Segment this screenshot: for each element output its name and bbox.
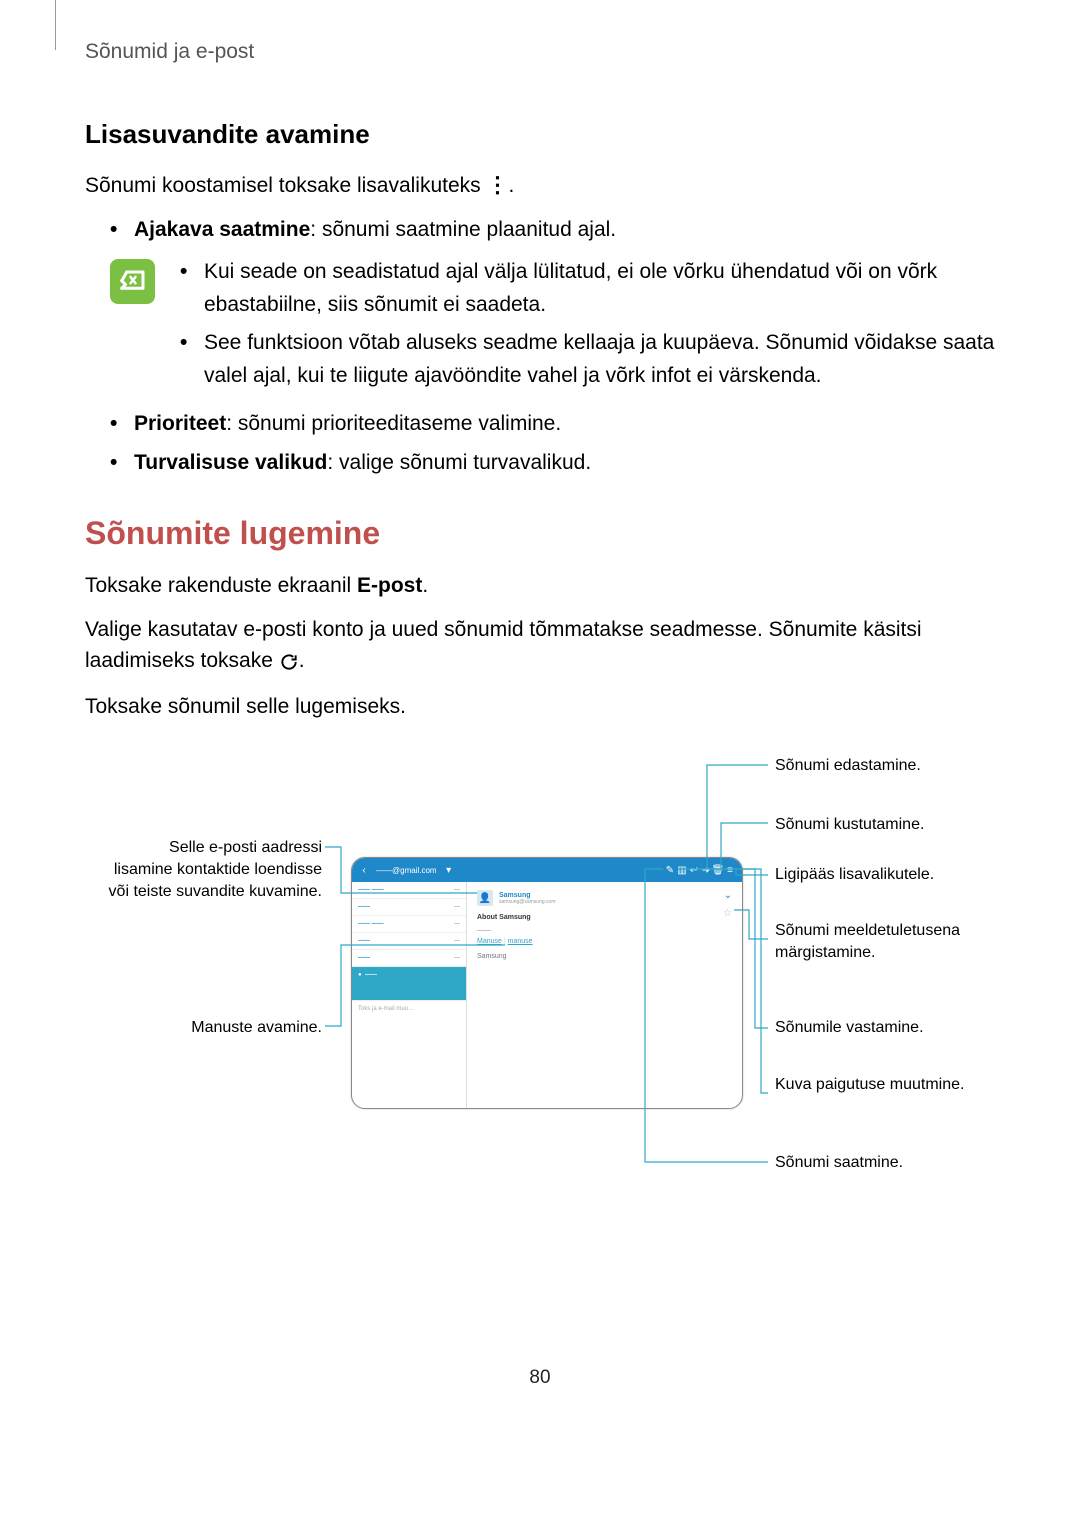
bullet-priority-text: : sõnumi prioriteeditaseme valimine. bbox=[226, 412, 561, 435]
p2-after: . bbox=[299, 649, 305, 672]
mail-row: —— ——— bbox=[352, 882, 466, 899]
reply-icon: ↩ bbox=[688, 864, 700, 876]
mail-list-footer: Toks ja e-mail muu… bbox=[352, 1001, 466, 1017]
star-icon: ☆ bbox=[723, 908, 732, 919]
attachment-link: Manuse bbox=[477, 938, 502, 945]
section2-heading: Sõnumite lugemine bbox=[85, 515, 995, 552]
callout-more-options: Ligipääs lisavalikutele. bbox=[775, 864, 1005, 886]
device-mockup: ‹ ——@gmail.com ▾ ✎ ▥ ↩ ➜ 🗑 ≡ —— ——— ——— … bbox=[351, 857, 743, 1109]
mail-row: —— ——— bbox=[352, 916, 466, 933]
callout-delete: Sõnumi kustutamine. bbox=[775, 814, 1005, 836]
mail-row: ——— bbox=[352, 899, 466, 916]
note-item-2: See funktsioon võtab aluseks seadme kell… bbox=[180, 327, 995, 392]
mail-row-selected: ● —— bbox=[352, 967, 466, 1001]
section2-p2: Valige kasutatav e-posti konto ja uued s… bbox=[85, 614, 995, 677]
dropdown-icon: ▾ bbox=[443, 864, 455, 876]
section1-intro: Sõnumi koostamisel toksake lisavalikutek… bbox=[85, 168, 995, 202]
page-number: 80 bbox=[85, 1367, 995, 1389]
expand-icon: ⌄ bbox=[724, 890, 732, 901]
callout-change-layout: Kuva paigutuse muutmine. bbox=[775, 1074, 1005, 1096]
section1-heading: Lisasuvandite avamine bbox=[85, 119, 995, 150]
bullet-schedule-label: Ajakava saatmine bbox=[134, 218, 310, 241]
mail-content-pane: 👤 Samsung samsung@samsung.com ⌄ ☆ About … bbox=[467, 882, 742, 1108]
note-item-2-text: See funktsioon võtab aluseks seadme kell… bbox=[204, 327, 995, 392]
callout-reply: Sõnumile vastamine. bbox=[775, 1017, 1005, 1039]
delete-icon: 🗑 bbox=[712, 864, 724, 876]
bullet-schedule: Ajakava saatmine: sõnumi saatmine plaani… bbox=[110, 214, 995, 247]
attachment-link: manuse bbox=[508, 938, 533, 945]
page-header: Sõnumid ja e-post bbox=[85, 40, 995, 64]
device-email-addr: ——@gmail.com bbox=[376, 866, 437, 875]
note-item-1-text: Kui seade on seadistatud ajal välja lüli… bbox=[204, 256, 995, 321]
forward-icon: ➜ bbox=[700, 864, 712, 876]
sender-email: samsung@samsung.com bbox=[499, 899, 556, 905]
bullet-security-label: Turvalisuse valikud bbox=[134, 451, 327, 474]
mail-list-pane: —— ——— ——— —— ——— ——— ——— ● —— Toks ja e… bbox=[352, 882, 467, 1108]
callout-forward: Sõnumi edastamine. bbox=[775, 755, 1005, 777]
diagram-area: ‹ ——@gmail.com ▾ ✎ ▥ ↩ ➜ 🗑 ≡ —— ——— ——— … bbox=[85, 757, 995, 1187]
device-topbar: ‹ ——@gmail.com ▾ ✎ ▥ ↩ ➜ 🗑 ≡ bbox=[352, 858, 742, 882]
callout-open-attachments: Manuste avamine. bbox=[107, 1017, 322, 1039]
p1-before: Toksake rakenduste ekraanil bbox=[85, 574, 357, 597]
mail-row: ——— bbox=[352, 950, 466, 967]
note-item-1: Kui seade on seadistatud ajal välja lüli… bbox=[180, 256, 995, 321]
sender-name: Samsung bbox=[499, 892, 556, 899]
message-attachments: Manuse | manuse bbox=[477, 938, 732, 945]
p1-bold: E-post bbox=[357, 574, 422, 597]
section2-p1: Toksake rakenduste ekraanil E-post. bbox=[85, 570, 995, 602]
message-signature: Samsung bbox=[477, 953, 732, 960]
bullet-security-text: : valige sõnumi turvavalikud. bbox=[327, 451, 591, 474]
intro-before: Sõnumi koostamisel toksake lisavalikutek… bbox=[85, 174, 487, 197]
more-icon bbox=[487, 174, 509, 197]
message-subject: About Samsung bbox=[477, 914, 732, 921]
back-icon: ‹ bbox=[358, 864, 370, 876]
callout-add-contact: Selle e-posti aadressi lisamine kontakti… bbox=[107, 837, 322, 902]
p1-after: . bbox=[422, 574, 428, 597]
more-menu-icon: ≡ bbox=[724, 864, 736, 876]
message-body-line: —— bbox=[477, 927, 732, 934]
section2-p3: Toksake sõnumil selle lugemiseks. bbox=[85, 691, 995, 723]
refresh-icon bbox=[279, 649, 299, 672]
compose-icon: ✎ bbox=[664, 864, 676, 876]
intro-after: . bbox=[509, 174, 515, 197]
mail-row: ——— bbox=[352, 933, 466, 950]
bullet-schedule-text: : sõnumi saatmine plaanitud ajal. bbox=[310, 218, 616, 241]
bullet-security: Turvalisuse valikud: valige sõnumi turva… bbox=[110, 447, 995, 480]
note-block: Kui seade on seadistatud ajal välja lüli… bbox=[110, 256, 995, 398]
p2-before: Valige kasutatav e-posti konto ja uued s… bbox=[85, 618, 922, 673]
layout-icon: ▥ bbox=[676, 864, 688, 876]
note-icon bbox=[110, 259, 155, 304]
callout-send: Sõnumi saatmine. bbox=[775, 1152, 1005, 1174]
bullet-priority: Prioriteet: sõnumi prioriteeditaseme val… bbox=[110, 408, 995, 441]
callout-reminder: Sõnumi meeldetuletusena märgistamine. bbox=[775, 920, 1005, 963]
bullet-priority-label: Prioriteet bbox=[134, 412, 226, 435]
avatar-icon: 👤 bbox=[477, 890, 493, 906]
